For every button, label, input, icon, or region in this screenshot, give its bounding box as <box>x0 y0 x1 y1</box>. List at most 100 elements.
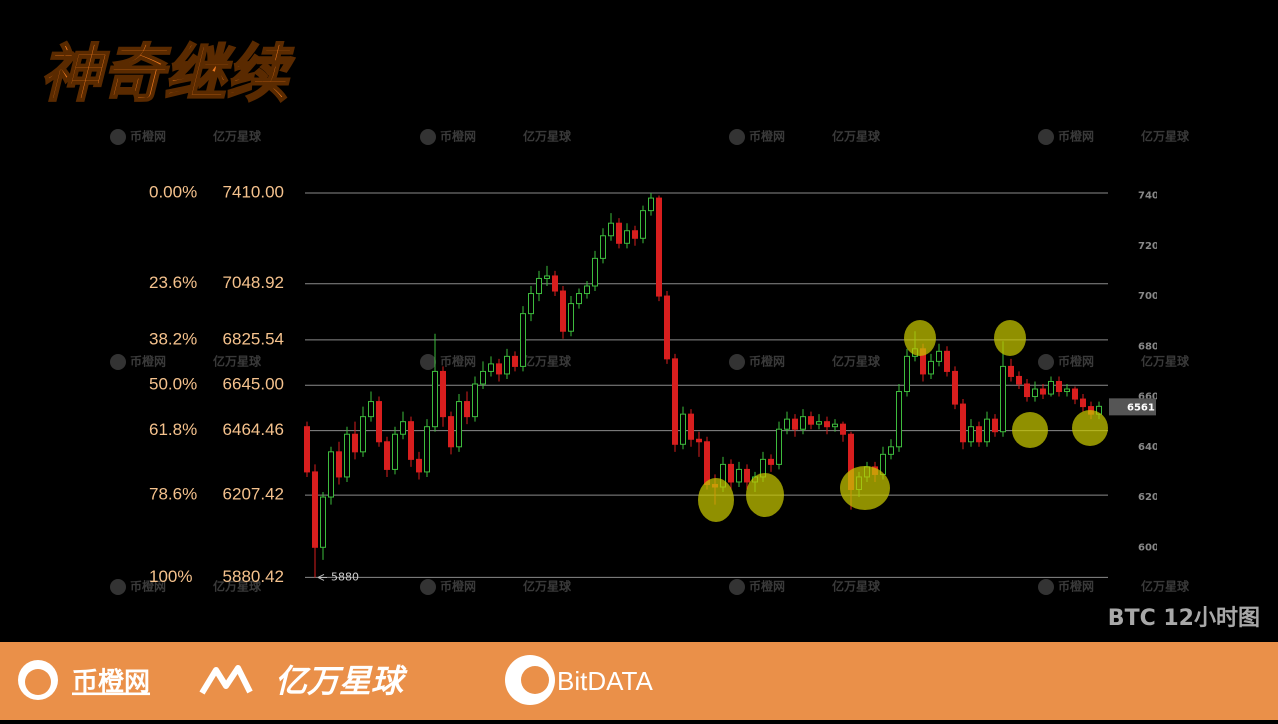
y-axis: 6000 6200 6400 6600 6800 7000 7200 7400 <box>1138 191 1166 554</box>
candle-body <box>576 293 582 305</box>
candle-body <box>736 468 742 483</box>
watermark: 币橙网 <box>440 579 476 594</box>
fib-value: 6207.42 <box>223 485 284 504</box>
candle-body <box>960 403 966 443</box>
candle-body <box>624 230 630 244</box>
candle-body <box>800 416 806 430</box>
candle-body <box>776 428 782 465</box>
candle-body <box>664 295 670 360</box>
candle-body <box>472 383 478 418</box>
candle-body <box>496 363 502 375</box>
fib-value: 7410.00 <box>223 183 284 202</box>
candle-body <box>416 458 422 473</box>
y-tick-label: 7000 <box>1138 291 1166 302</box>
brand-icon <box>199 665 253 695</box>
watermark: 币橙网 <box>1058 129 1094 144</box>
candle-body <box>432 370 438 428</box>
candle-body <box>992 418 998 433</box>
candle-body <box>984 418 990 443</box>
candle-body <box>1080 398 1086 408</box>
candle-body <box>448 416 454 448</box>
y-tick-label: 7400 <box>1138 191 1166 202</box>
watermark-icon <box>420 354 436 370</box>
caption: BTC 12小时图 <box>1108 606 1260 631</box>
watermark-icon <box>110 129 126 145</box>
fib-value: 6645.00 <box>223 375 284 394</box>
candle-body <box>648 197 654 212</box>
watermark: 亿万星球 <box>213 129 262 144</box>
candle-body <box>560 290 566 332</box>
fib-value: 6825.54 <box>223 329 284 348</box>
candle-body <box>672 358 678 445</box>
candle-body <box>968 426 974 443</box>
candle-body <box>336 451 342 478</box>
last-price: 6561 <box>1127 402 1155 413</box>
candle-body <box>928 360 934 375</box>
candle-body <box>544 275 550 279</box>
candle-body <box>1072 388 1078 400</box>
candle-body <box>768 458 774 465</box>
candle-body <box>424 426 430 473</box>
candle-body <box>688 413 694 440</box>
watermark-icon <box>110 354 126 370</box>
watermark: 币橙网 <box>749 354 785 369</box>
candle-body <box>976 426 982 443</box>
candle-body <box>400 421 406 435</box>
fib-percent: 0.00% <box>149 183 197 202</box>
candle-body <box>792 418 798 430</box>
candle-body <box>408 421 414 460</box>
chart-title: 神奇继续 <box>40 37 295 110</box>
fib-value: 6464.46 <box>223 420 284 439</box>
candle-body <box>936 350 942 362</box>
candle-body <box>656 197 662 297</box>
candle-body <box>1008 365 1014 377</box>
y-tick-label: 6400 <box>1138 442 1166 453</box>
fib-percent: 23.6% <box>149 273 197 292</box>
candle-body <box>504 355 510 375</box>
y-tick-label: 7200 <box>1138 241 1166 252</box>
watermark-icon <box>729 354 745 370</box>
candle-body <box>944 350 950 372</box>
highlight <box>1072 410 1108 446</box>
watermark: 币橙网 <box>1058 354 1094 369</box>
highlight <box>840 466 890 510</box>
candle-body <box>784 418 790 430</box>
fib-percent: 100% <box>149 567 192 586</box>
highlight <box>1012 412 1048 448</box>
candle-body <box>328 451 334 498</box>
watermark: 亿万星球 <box>213 354 262 369</box>
candle-body <box>1056 380 1062 393</box>
watermark: 亿万星球 <box>832 354 881 369</box>
watermark-icon <box>1038 579 1054 595</box>
fib-levels: 0.00% 7410.00 23.6% 7048.92 38.2% 6825.54 50.0… <box>149 183 1108 586</box>
brand-icon <box>25 669 51 695</box>
candle-body <box>808 416 814 425</box>
watermark: 亿万星球 <box>1141 129 1190 144</box>
candle-body <box>344 433 350 478</box>
watermark: 币橙网 <box>440 354 476 369</box>
candle-body <box>600 235 606 259</box>
candle-body <box>464 401 470 418</box>
footer-bar <box>0 642 1278 720</box>
candle-body <box>536 277 542 295</box>
candle-body <box>952 370 958 405</box>
watermark: 币橙网 <box>440 129 476 144</box>
candle-body <box>1032 388 1038 398</box>
candle-body <box>528 293 534 315</box>
candle-body <box>1024 383 1030 398</box>
candle-body <box>360 416 366 453</box>
watermark: 亿万星球 <box>832 129 881 144</box>
watermark: 亿万星球 <box>1141 354 1190 369</box>
candle-body <box>488 363 494 372</box>
candle-body <box>744 468 750 483</box>
candle-body <box>456 401 462 448</box>
watermark-icon <box>1038 129 1054 145</box>
y-tick-label: 6800 <box>1138 341 1166 352</box>
candle-body <box>904 355 910 393</box>
highlight <box>698 478 734 522</box>
watermark: 币橙网 <box>1058 579 1094 594</box>
candle-body <box>1040 388 1046 395</box>
candle-body <box>304 426 310 473</box>
candle-body <box>368 401 374 418</box>
